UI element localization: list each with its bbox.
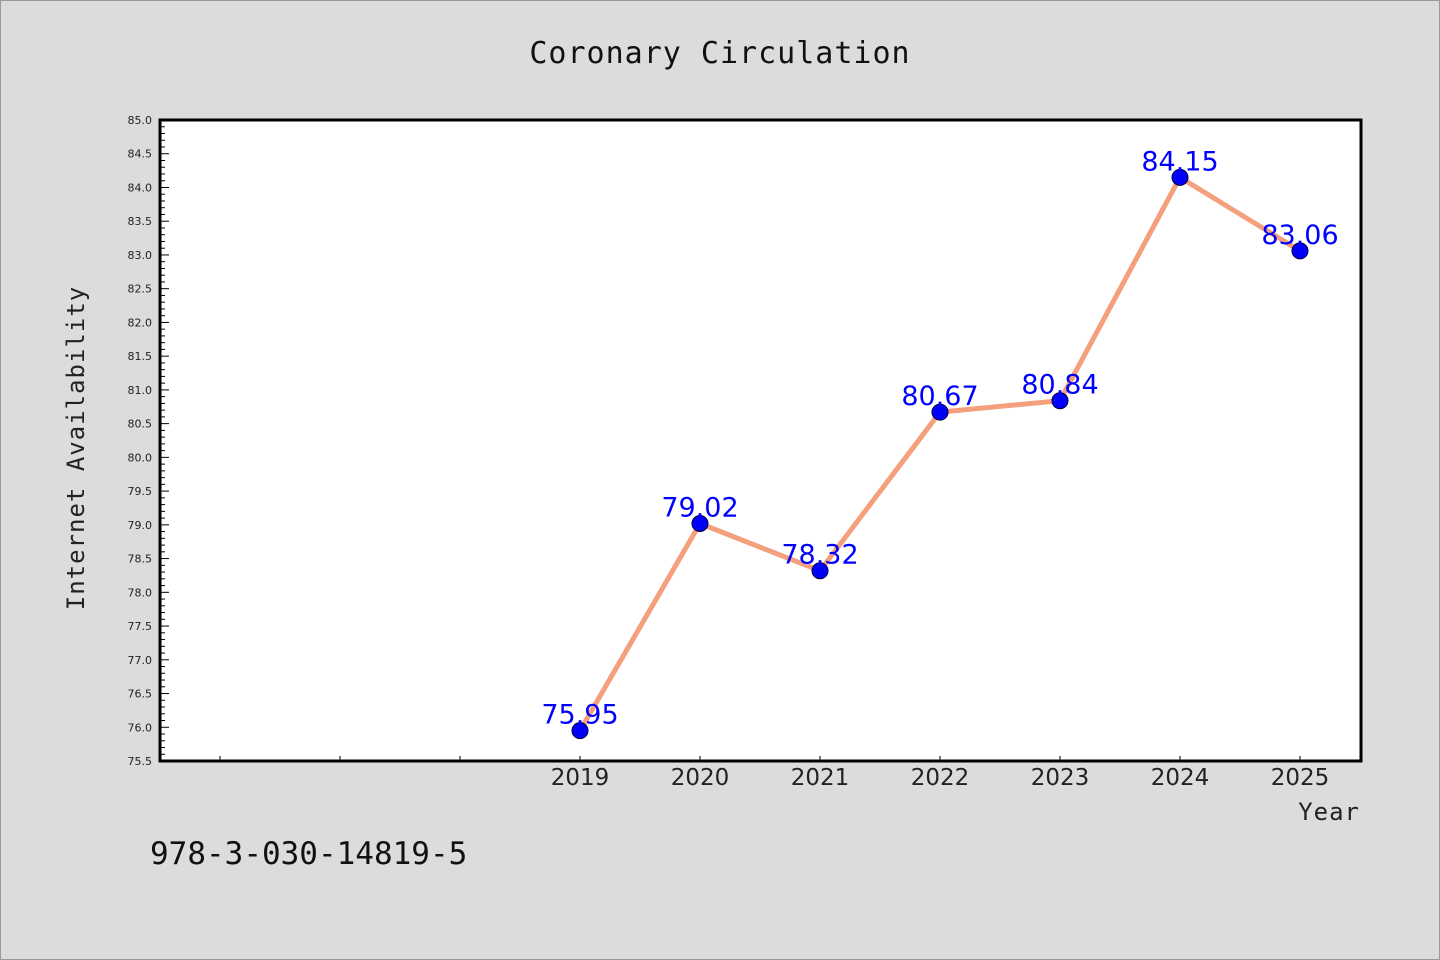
data-point	[811, 562, 829, 580]
chart-title: Coronary Circulation	[529, 36, 910, 71]
y-tick-label: 76.5	[128, 688, 153, 701]
data-point	[1171, 168, 1189, 186]
x-axis: 2019 2020 2021 2022 2023 2024 2025	[219, 756, 1330, 791]
x-tick-label: 2019	[551, 765, 610, 791]
y-tick-label: 78.0	[128, 586, 153, 599]
y-tick-label: 81.0	[128, 384, 153, 397]
data-point	[1051, 392, 1069, 410]
plot-area	[158, 118, 1363, 763]
y-tick-label: 75.5	[128, 755, 153, 768]
x-tick-label: 2021	[791, 765, 850, 791]
data-label: 79.02	[661, 492, 738, 523]
data-label: 78.32	[781, 540, 858, 571]
series-layer: 75.95 79.02 78.32 80.67 80.84 84.15 83.06	[541, 146, 1339, 740]
y-axis: 75.5 76.0 76.5 77.0 77.5 78.0 78.5 79.0 79.5 80.0…	[128, 114, 169, 768]
y-tick-label: 76.0	[128, 721, 153, 734]
x-tick-label: 2020	[671, 765, 730, 791]
y-tick-label: 85.0	[128, 114, 153, 127]
y-tick-label: 78.5	[128, 553, 153, 566]
x-axis-label: Year	[1298, 798, 1360, 826]
data-point	[1291, 242, 1309, 260]
data-label: 84.15	[1141, 146, 1218, 177]
y-tick-label: 84.0	[128, 181, 153, 194]
data-point	[691, 514, 709, 532]
data-label: 80.84	[1021, 370, 1098, 401]
y-tick-label: 83.5	[128, 215, 153, 228]
data-point	[571, 722, 589, 740]
data-label: 75.95	[541, 700, 618, 731]
data-point	[931, 403, 949, 421]
x-tick-label: 2024	[1151, 765, 1210, 791]
y-tick-label: 81.5	[128, 350, 153, 363]
y-tick-label: 77.0	[128, 654, 153, 667]
y-tick-label: 83.0	[128, 249, 153, 262]
y-tick-label: 80.5	[128, 418, 153, 431]
data-label: 83.06	[1261, 220, 1338, 251]
y-tick-label: 79.5	[128, 485, 153, 498]
y-tick-label: 82.5	[128, 283, 153, 296]
y-tick-label: 82.0	[128, 316, 153, 329]
x-tick-label: 2023	[1031, 765, 1090, 791]
x-tick-label: 2022	[911, 765, 970, 791]
y-tick-label: 84.5	[128, 148, 153, 161]
y-tick-label: 79.0	[128, 519, 153, 532]
y-axis-label: Internet Availability	[62, 286, 90, 610]
y-tick-label: 77.5	[128, 620, 153, 633]
footer-code: 978-3-030-14819-5	[150, 836, 467, 872]
y-tick-label: 80.0	[128, 451, 153, 464]
x-tick-label: 2025	[1271, 765, 1330, 791]
data-label: 80.67	[901, 381, 978, 412]
